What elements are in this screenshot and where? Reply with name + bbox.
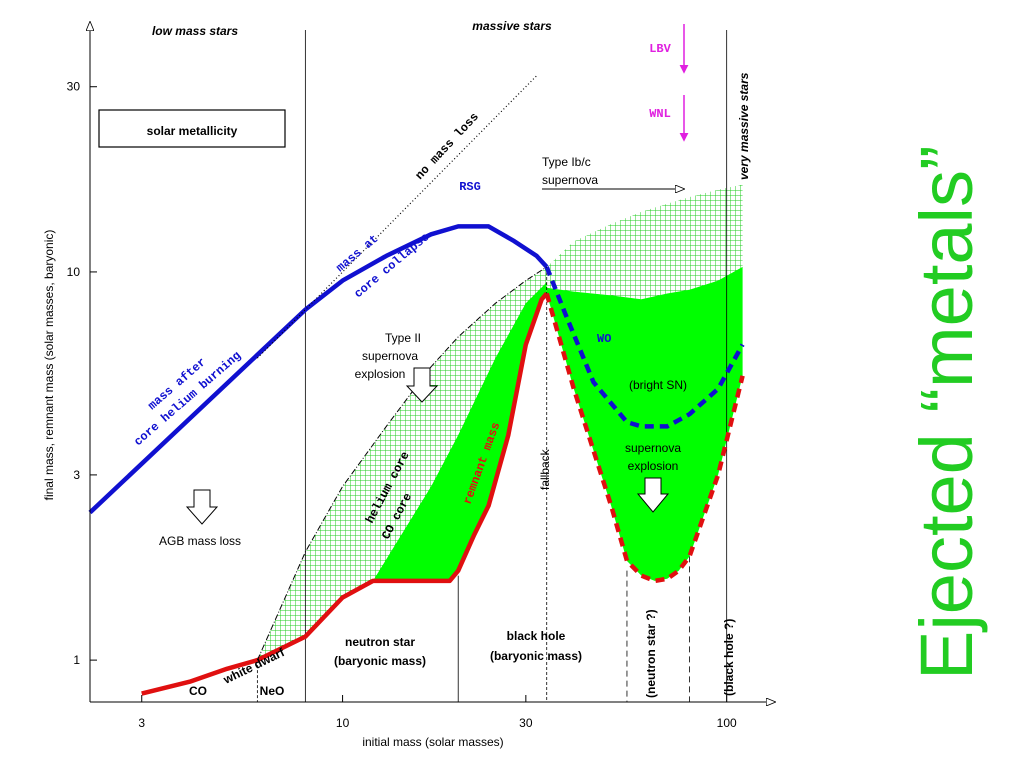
label-type-ii-2: supernova [362, 349, 418, 363]
series-lines [88, 75, 745, 696]
label-ns-2: (baryonic mass) [334, 654, 426, 668]
type-ibc-region [546, 184, 743, 300]
x-tick-label: 100 [717, 716, 737, 730]
solar-metallicity-box [98, 109, 286, 148]
label-ns-1: neutron star [345, 635, 415, 649]
label-rsg: RSG [459, 180, 481, 194]
label-type-ibc-1: Type Ib/c [542, 155, 591, 169]
agb-down-arrow [185, 489, 219, 525]
side-title-text: Ejected “metals” [905, 145, 988, 680]
fallback-green-region [546, 266, 743, 581]
label-fallback: fallback [538, 448, 552, 490]
side-title: Ejected “metals” [905, 145, 988, 680]
series-wo [544, 266, 745, 429]
series-remnant-mass [141, 292, 549, 696]
label-wo: WO [597, 332, 611, 346]
label-sn-exp-1: supernova [625, 441, 681, 455]
label-type-ii-1: Type II [385, 331, 421, 345]
label-mass-at-1: mass at [334, 232, 382, 275]
label-type-ibc-2: supernova [542, 173, 598, 187]
label-bright-sn: (bright SN) [629, 378, 687, 392]
y-tick-label: 30 [67, 80, 81, 94]
label-neo: NeO [260, 684, 285, 698]
label-type-ii-3: explosion [355, 367, 406, 381]
shaded-regions [257, 184, 743, 661]
label-sn-exp-2: explosion [628, 459, 679, 473]
label-very-massive-stars: very massive stars [737, 72, 751, 180]
type-ii-down-arrow [405, 367, 439, 403]
y-tick-label: 1 [73, 653, 80, 667]
label-low-mass-stars: low mass stars [152, 24, 238, 38]
label-agb: AGB mass loss [159, 534, 241, 548]
label-lbv: LBV [649, 42, 671, 56]
x-axis-label: initial mass (solar masses) [362, 735, 503, 749]
series-helium-core [256, 266, 547, 661]
co-core-region [373, 282, 547, 581]
label-co: CO [189, 684, 207, 698]
x-tick-label: 30 [519, 716, 533, 730]
x-tick-label: 10 [336, 716, 350, 730]
y-tick-label: 3 [73, 468, 80, 482]
label-massive-stars: massive stars [472, 19, 552, 33]
series-remnant-mass-dashed- [544, 292, 745, 584]
label-bh-1: black hole [507, 629, 566, 643]
label-bh-q: (black hole ?) [722, 619, 736, 696]
x-tick-label: 3 [138, 716, 145, 730]
label-bh-2: (baryonic mass) [490, 649, 582, 663]
helium-core-region [257, 266, 547, 661]
axes: 3 10 30 100 1 3 10 30 initial mass (solar masses… [42, 22, 775, 749]
sn-down-arrow [636, 477, 670, 513]
label-no-mass-loss: no mass loss [413, 110, 482, 183]
zone-boundaries [256, 30, 728, 702]
y-tick-label: 10 [67, 265, 81, 279]
label-wnl: WNL [649, 107, 671, 121]
label-solar-metallicity: solar metallicity [147, 124, 238, 138]
label-ns-q: (neutron star ?) [644, 609, 658, 698]
series-mass-after-core-helium-burning [88, 224, 549, 515]
y-axis-label: final mass, remnant mass (solar masses, … [42, 230, 56, 501]
